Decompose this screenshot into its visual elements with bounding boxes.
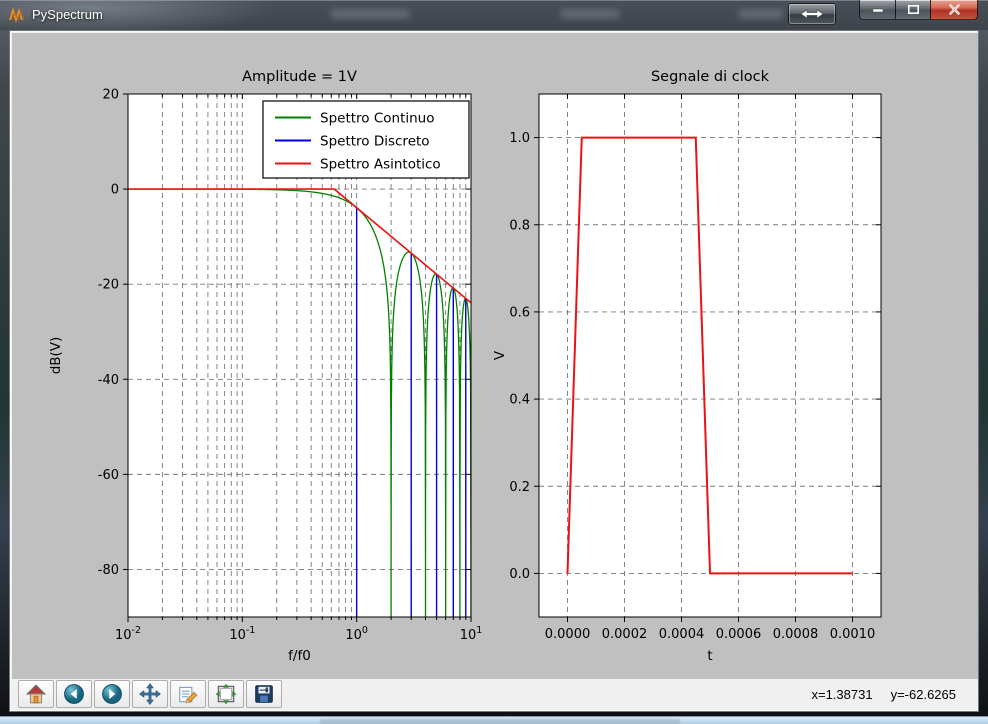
series-layer: [128, 188, 471, 617]
left-plot-ylabel: dB(V): [48, 337, 64, 375]
svg-text:10-2: 10-2: [115, 625, 141, 643]
right-plot-xlabel: t: [707, 648, 712, 664]
window-title: PySpectrum: [32, 7, 103, 22]
axes-spine: [127, 93, 472, 618]
client-area: 20 0 -20 -40 -60 -80 10-2 10-1 100 101 Amplitude =…: [9, 30, 979, 712]
plot-area: [539, 94, 881, 617]
svg-text:101: 101: [460, 625, 483, 643]
cursor-y-value: y=-62.6265: [890, 686, 956, 702]
svg-text:0.0000: 0.0000: [545, 627, 591, 642]
svg-text:0.8: 0.8: [509, 218, 530, 233]
cursor-position: x=1.38731 y=-62.6265: [793, 687, 956, 702]
titlebar-reflection: [560, 9, 620, 19]
svg-text:-20: -20: [98, 278, 119, 293]
matplotlib-logo-icon: [9, 6, 25, 23]
save-button[interactable]: [246, 680, 282, 708]
svg-text:1.0: 1.0: [509, 131, 530, 146]
svg-text:0.0: 0.0: [509, 567, 530, 582]
left-plot: 20 0 -20 -40 -60 -80 10-2 10-1 100 101 Amplitude =…: [48, 69, 482, 664]
legend-label: Spettro Asintotico: [320, 156, 441, 172]
window-frame-left: [0, 30, 9, 716]
legend-label: Spettro Discreto: [320, 133, 430, 149]
tick-labels: 0.0000 0.0002 0.0004 0.0006 0.0008 0.0010 0.0 0…: [509, 131, 875, 642]
home-button[interactable]: [18, 680, 54, 708]
right-plot: 0.0000 0.0002 0.0004 0.0006 0.0008 0.0010 0.0 0…: [492, 69, 882, 664]
svg-text:20: 20: [102, 88, 119, 103]
right-plot-ylabel: V: [492, 350, 508, 360]
window-controls: [859, 0, 978, 20]
resize-window-button[interactable]: [788, 3, 836, 25]
titlebar-reflection: [330, 9, 410, 19]
ticks: [123, 93, 472, 622]
left-plot-title: Amplitude = 1V: [242, 69, 357, 85]
figure: 20 0 -20 -40 -60 -80 10-2 10-1 100 101 Amplitude =…: [12, 33, 978, 681]
forward-button[interactable]: [94, 680, 130, 708]
titlebar-sheen: [0, 0, 320, 30]
figure-canvas[interactable]: 20 0 -20 -40 -60 -80 10-2 10-1 100 101 Amplitude =…: [12, 33, 978, 681]
titlebar[interactable]: PySpectrum: [0, 0, 988, 30]
back-icon: [64, 684, 84, 704]
cursor-x-value: x=1.38731: [811, 686, 873, 702]
svg-text:-60: -60: [98, 468, 119, 483]
svg-text:0.0010: 0.0010: [830, 627, 876, 642]
tick-labels: 20 0 -20 -40 -60 -80 10-2 10-1 100 101: [98, 88, 483, 644]
svg-text:10-1: 10-1: [229, 625, 255, 643]
maximize-button[interactable]: [896, 0, 930, 20]
zoom-rect-button[interactable]: [170, 680, 206, 708]
home-icon: [25, 684, 47, 704]
subplots-icon: [215, 683, 237, 705]
legend: Spettro Continuo Spettro Discreto Spettro …: [262, 100, 470, 179]
close-button[interactable]: [930, 0, 978, 20]
svg-text:0.0004: 0.0004: [659, 627, 705, 642]
minimize-icon: [872, 8, 883, 12]
save-icon: [255, 685, 273, 703]
forward-icon: [102, 684, 122, 704]
svg-text:0: 0: [111, 183, 119, 198]
back-button[interactable]: [56, 680, 92, 708]
svg-text:-80: -80: [98, 563, 119, 578]
taskbar-strip[interactable]: [0, 716, 988, 724]
svg-text:0.2: 0.2: [509, 480, 530, 495]
svg-text:0.0006: 0.0006: [716, 627, 762, 642]
svg-text:0.4: 0.4: [509, 393, 530, 408]
right-plot-title: Segnale di clock: [651, 69, 770, 85]
svg-text:0.0008: 0.0008: [773, 627, 819, 642]
svg-text:0.0002: 0.0002: [602, 627, 648, 642]
left-plot-xlabel: f/f0: [288, 648, 311, 664]
series-clock: [566, 136, 853, 575]
svg-text:0.6: 0.6: [509, 305, 530, 320]
legend-label: Spettro Continuo: [320, 110, 435, 126]
svg-text:100: 100: [345, 625, 368, 643]
window-frame-right: [979, 30, 988, 716]
taskbar-reflection: [320, 719, 680, 724]
subplots-button[interactable]: [208, 680, 244, 708]
axes-spine: [538, 93, 882, 618]
toolbar: x=1.38731 y=-62.6265: [12, 679, 978, 709]
maximize-icon: [907, 5, 919, 14]
ticks: [534, 94, 881, 622]
plot-area: [128, 94, 471, 617]
series-spettro-asintotico: [128, 188, 471, 304]
titlebar-reflection: [738, 9, 784, 19]
minimize-button[interactable]: [859, 0, 896, 20]
close-icon: [948, 4, 960, 15]
pan-button[interactable]: [132, 680, 168, 708]
svg-text:-40: -40: [98, 373, 119, 388]
resize-horizontal-icon: [800, 9, 824, 19]
pan-icon: [139, 683, 161, 705]
zoom-rect-icon: [179, 686, 198, 704]
